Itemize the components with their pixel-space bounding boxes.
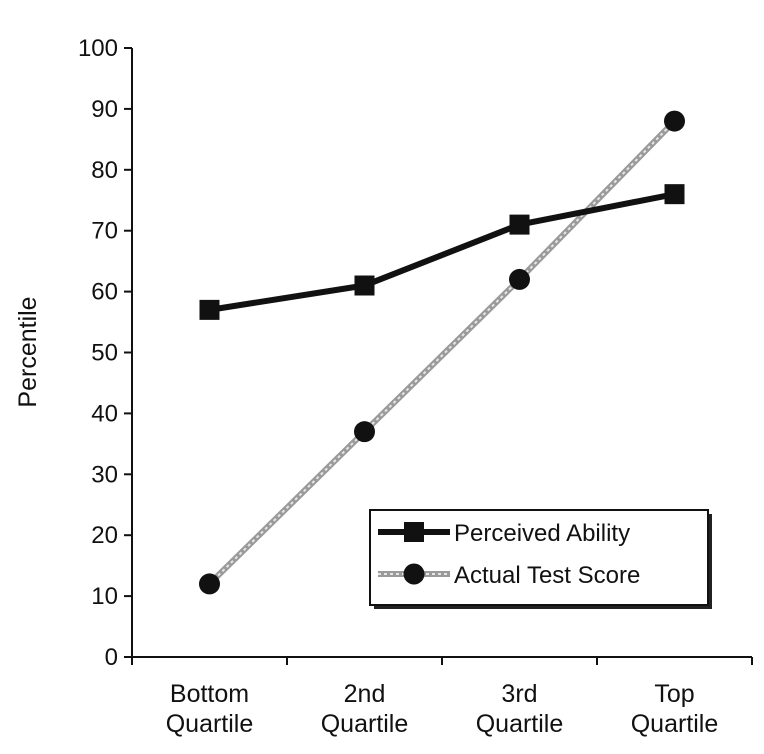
x-tick-label: Top Quartile [631,680,719,738]
data-point-actual-test-score [354,421,375,443]
y-tick-label: 100 [78,35,118,62]
y-tick-label: 0 [105,644,118,671]
data-point-perceived-ability [664,184,685,205]
y-tick-label: 70 [91,218,118,245]
series-layer [199,110,685,595]
data-point-perceived-ability [354,275,375,296]
y-axis-title: Percentile [14,296,42,407]
legend-swatch-marker-perceived-ability [404,522,424,542]
data-point-actual-test-score [664,110,685,132]
legend-label-actual-test-score: Actual Test Score [454,562,640,589]
data-point-perceived-ability [199,299,220,320]
series-line-perceived-ability [209,191,676,313]
x-tick-label: Bottom Quartile [166,680,254,738]
x-tick-label: 2nd Quartile [321,680,409,738]
y-tick-label: 10 [91,583,118,610]
series-line-actual-test-score-texture [208,120,676,585]
data-point-perceived-ability [509,214,530,235]
legend: Perceived Ability Actual Test Score [369,509,712,609]
axes: 0 10 20 30 40 50 60 70 80 90 100 Bottom Quartile 2nd Q… [14,35,753,738]
y-tick-label: 30 [91,461,118,488]
y-tick-label: 80 [91,157,118,184]
data-point-actual-test-score [509,268,530,290]
x-tick-label: 3rd Quartile [476,680,564,738]
y-tick-label: 60 [91,279,118,306]
data-point-actual-test-score [199,573,220,595]
y-tick-label: 50 [91,340,118,367]
y-tick-label: 40 [91,400,118,427]
legend-label-perceived-ability: Perceived Ability [454,520,630,547]
y-tick-label: 90 [91,96,118,123]
legend-swatch-marker-actual-test-score [403,563,425,585]
y-tick-label: 20 [91,522,118,549]
legend-box [369,509,709,606]
